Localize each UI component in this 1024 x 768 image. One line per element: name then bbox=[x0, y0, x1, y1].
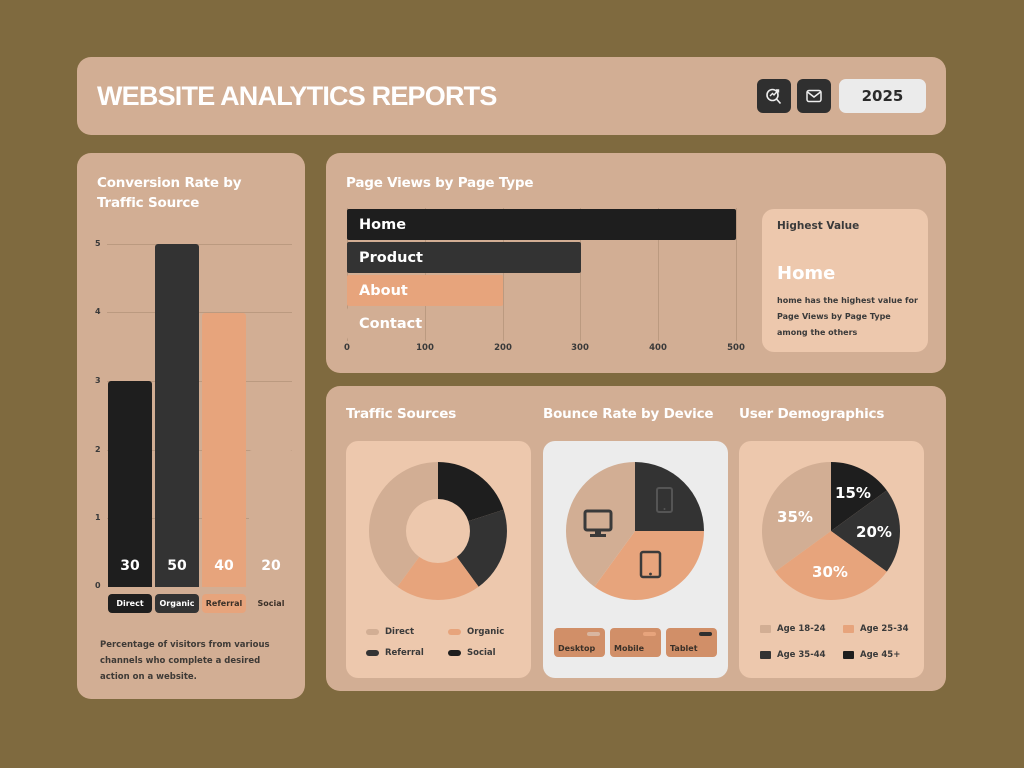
header-bar: WEBSITE ANALYTICS REPORTS 2025 bbox=[77, 57, 946, 135]
legend-age-18-24: Age 18-24 bbox=[760, 624, 826, 634]
x-label-organic: Organic bbox=[155, 594, 199, 613]
x-label-social: Social bbox=[249, 594, 293, 613]
legend-organic: Organic bbox=[448, 627, 504, 637]
bounce-rate-title: Bounce Rate by Device bbox=[543, 406, 714, 422]
gridline bbox=[107, 381, 292, 382]
x-tick: 300 bbox=[571, 343, 589, 353]
y-tick: 2 bbox=[95, 445, 101, 454]
demographics-title: User Demographics bbox=[739, 406, 885, 422]
gridline bbox=[425, 208, 426, 341]
analytics-search-button[interactable] bbox=[757, 79, 791, 113]
legend-direct: Direct bbox=[366, 627, 414, 637]
legend-age-45-plus: Age 45+ bbox=[843, 650, 900, 660]
x-tick: 200 bbox=[494, 343, 512, 353]
pie-label: 20% bbox=[856, 523, 892, 541]
slice-organic[interactable] bbox=[397, 556, 479, 601]
bar-organic[interactable] bbox=[155, 244, 199, 587]
slice-age-18-24[interactable] bbox=[761, 462, 831, 572]
gridline bbox=[107, 518, 292, 519]
legend-referral: Referral bbox=[366, 648, 424, 658]
x-tick: 500 bbox=[727, 343, 745, 353]
slice-tablet[interactable] bbox=[635, 462, 704, 531]
bar-about[interactable]: About bbox=[347, 275, 503, 306]
conversion-description: Percentage of visitors from various chan… bbox=[100, 640, 270, 682]
mail-icon bbox=[806, 89, 822, 103]
slice-mobile[interactable] bbox=[594, 531, 704, 601]
legend-social: Social bbox=[448, 648, 496, 658]
slice-age-25-34[interactable] bbox=[775, 531, 887, 601]
bar-label: Home bbox=[359, 216, 407, 233]
mail-button[interactable] bbox=[797, 79, 831, 113]
conversion-rate-panel: Conversion Rate by Traffic Source 5 4 3 … bbox=[77, 153, 305, 699]
bounce-rate-pie bbox=[565, 462, 704, 601]
year-selector[interactable]: 2025 bbox=[839, 79, 926, 113]
legend-age-35-44: Age 35-44 bbox=[760, 650, 826, 660]
bar-value-label: 50 bbox=[167, 558, 187, 574]
bar-home[interactable]: Home bbox=[347, 209, 736, 240]
tablet-icon bbox=[639, 550, 662, 579]
slice-age-35-44[interactable] bbox=[831, 490, 901, 572]
bar-direct[interactable] bbox=[108, 381, 152, 587]
traffic-sources-title: Traffic Sources bbox=[346, 406, 457, 422]
gridline bbox=[107, 450, 292, 451]
gridline bbox=[347, 208, 348, 341]
page-views-panel: Page Views by Page Type Home Product Abo… bbox=[326, 153, 946, 373]
highest-value-card: Highest Value Home home has the highest … bbox=[762, 209, 928, 352]
traffic-sources-card: Direct Organic Referral Social bbox=[346, 441, 531, 678]
gridline bbox=[736, 208, 737, 341]
y-tick: 4 bbox=[95, 307, 101, 316]
gridline bbox=[658, 208, 659, 341]
page-views-title: Page Views by Page Type bbox=[346, 175, 534, 191]
slice-age-45-plus[interactable] bbox=[831, 462, 887, 531]
bar-social[interactable] bbox=[249, 450, 293, 587]
traffic-sources-donut bbox=[368, 462, 507, 601]
y-tick: 1 bbox=[95, 513, 101, 522]
y-tick: 3 bbox=[95, 376, 101, 385]
x-tick: 100 bbox=[416, 343, 434, 353]
legend-tablet[interactable]: Tablet bbox=[666, 628, 717, 657]
highest-value-description: home has the highest value for Page View… bbox=[777, 296, 918, 337]
demographics-pie: 15% 20% 30% 35% bbox=[761, 462, 901, 601]
bar-product[interactable]: Product bbox=[347, 242, 581, 273]
bar-value-label: 40 bbox=[214, 558, 234, 574]
x-tick: 400 bbox=[649, 343, 667, 353]
x-label-direct: Direct bbox=[108, 594, 152, 613]
legend-age-25-34: Age 25-34 bbox=[843, 624, 909, 634]
y-tick: 0 bbox=[95, 581, 101, 590]
bottom-charts-panel: Traffic Sources Bounce Rate by Device Us… bbox=[326, 386, 946, 691]
legend-desktop[interactable]: Desktop bbox=[554, 628, 605, 657]
bounce-rate-card: Desktop Mobile Tablet bbox=[543, 441, 728, 678]
desktop-icon bbox=[583, 509, 613, 537]
bar-contact[interactable]: Contact bbox=[347, 308, 425, 339]
mobile-icon bbox=[656, 487, 673, 513]
bar-referral[interactable] bbox=[202, 313, 246, 587]
conversion-rate-title: Conversion Rate by Traffic Source bbox=[97, 175, 242, 211]
gridline bbox=[107, 312, 292, 313]
page-title: WEBSITE ANALYTICS REPORTS bbox=[97, 81, 497, 111]
analytics-search-icon bbox=[766, 88, 782, 105]
bar-value-label: 30 bbox=[120, 558, 140, 574]
gridline bbox=[107, 244, 292, 245]
highest-value: Home bbox=[777, 263, 836, 284]
bar-label: Contact bbox=[359, 315, 423, 332]
demographics-card: 15% 20% 30% 35% Age 18-24 Age 25-34 Age … bbox=[739, 441, 924, 678]
bar-label: Product bbox=[359, 249, 423, 266]
pie-label: 30% bbox=[812, 563, 848, 581]
slice-referral[interactable] bbox=[456, 509, 507, 587]
bar-value-label: 20 bbox=[261, 558, 281, 574]
pie-label: 35% bbox=[777, 508, 813, 526]
pie-label: 15% bbox=[835, 484, 871, 502]
slice-social[interactable] bbox=[438, 462, 504, 522]
x-label-referral: Referral bbox=[202, 594, 246, 613]
gridline bbox=[503, 208, 504, 341]
x-tick: 0 bbox=[344, 343, 350, 353]
gridline bbox=[580, 208, 581, 341]
highest-value-label: Highest Value bbox=[777, 220, 860, 232]
slice-direct[interactable] bbox=[368, 462, 438, 587]
legend-mobile[interactable]: Mobile bbox=[610, 628, 661, 657]
y-tick: 5 bbox=[95, 239, 101, 248]
slice-desktop[interactable] bbox=[565, 462, 635, 587]
bar-label: About bbox=[359, 282, 408, 299]
